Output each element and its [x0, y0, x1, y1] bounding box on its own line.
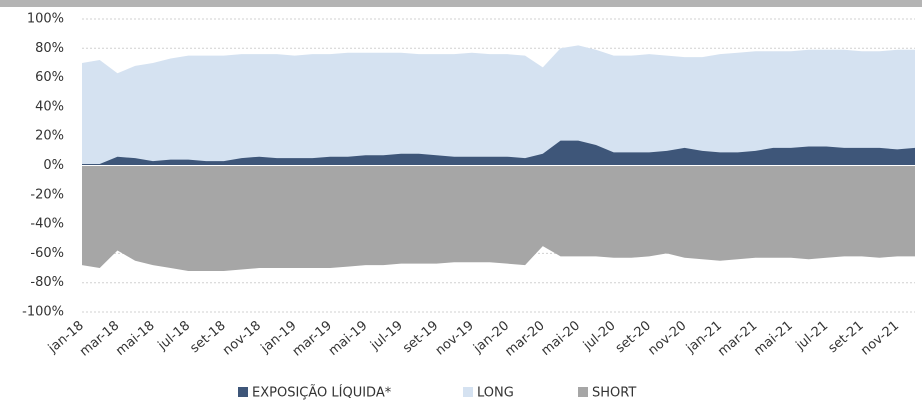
x-tick-label: mar-20 — [502, 318, 547, 359]
x-tick-label: mai-21 — [751, 318, 795, 359]
x-tick-label: mar-18 — [77, 318, 122, 359]
x-tick-label: jul-18 — [155, 318, 194, 354]
y-tick-label: 100% — [27, 12, 64, 27]
header-bar — [0, 0, 922, 7]
legend-label: EXPOSIÇÃO LÍQUIDA* — [252, 385, 392, 401]
legend-swatch — [463, 387, 473, 397]
x-tick-label: nov-20 — [645, 318, 689, 358]
y-tick-label: 0% — [43, 158, 64, 173]
y-tick-label: 80% — [35, 41, 64, 56]
x-tick-label: mai-20 — [539, 318, 583, 359]
x-tick-label: mai-18 — [113, 318, 157, 359]
legend-swatch — [238, 387, 248, 397]
x-tick-label: jul-20 — [580, 318, 619, 354]
area — [82, 140, 915, 166]
x-tick-label: mar-21 — [715, 318, 760, 359]
y-tick-label: 40% — [35, 99, 64, 114]
x-tick-label: nov-18 — [220, 318, 264, 358]
y-tick-label: -80% — [30, 275, 64, 290]
x-tick-label: mar-19 — [290, 318, 335, 359]
x-tick-label: nov-19 — [433, 318, 477, 358]
legend-label: LONG — [477, 386, 514, 401]
legend-swatch — [578, 387, 588, 397]
y-tick-label: -20% — [30, 187, 64, 202]
y-tick-label: 20% — [35, 129, 64, 144]
y-tick-label: -60% — [30, 246, 64, 261]
x-tick-label: nov-21 — [858, 318, 902, 358]
x-tick-label: mai-19 — [326, 318, 370, 359]
x-tick-label: jul-19 — [367, 318, 406, 354]
y-tick-label: -100% — [22, 305, 64, 320]
y-tick-label: 60% — [35, 70, 64, 85]
y-tick-label: -40% — [30, 217, 64, 232]
legend-label: SHORT — [592, 386, 636, 401]
area — [82, 45, 915, 166]
x-tick-label: jul-21 — [793, 318, 832, 354]
area — [82, 165, 915, 271]
